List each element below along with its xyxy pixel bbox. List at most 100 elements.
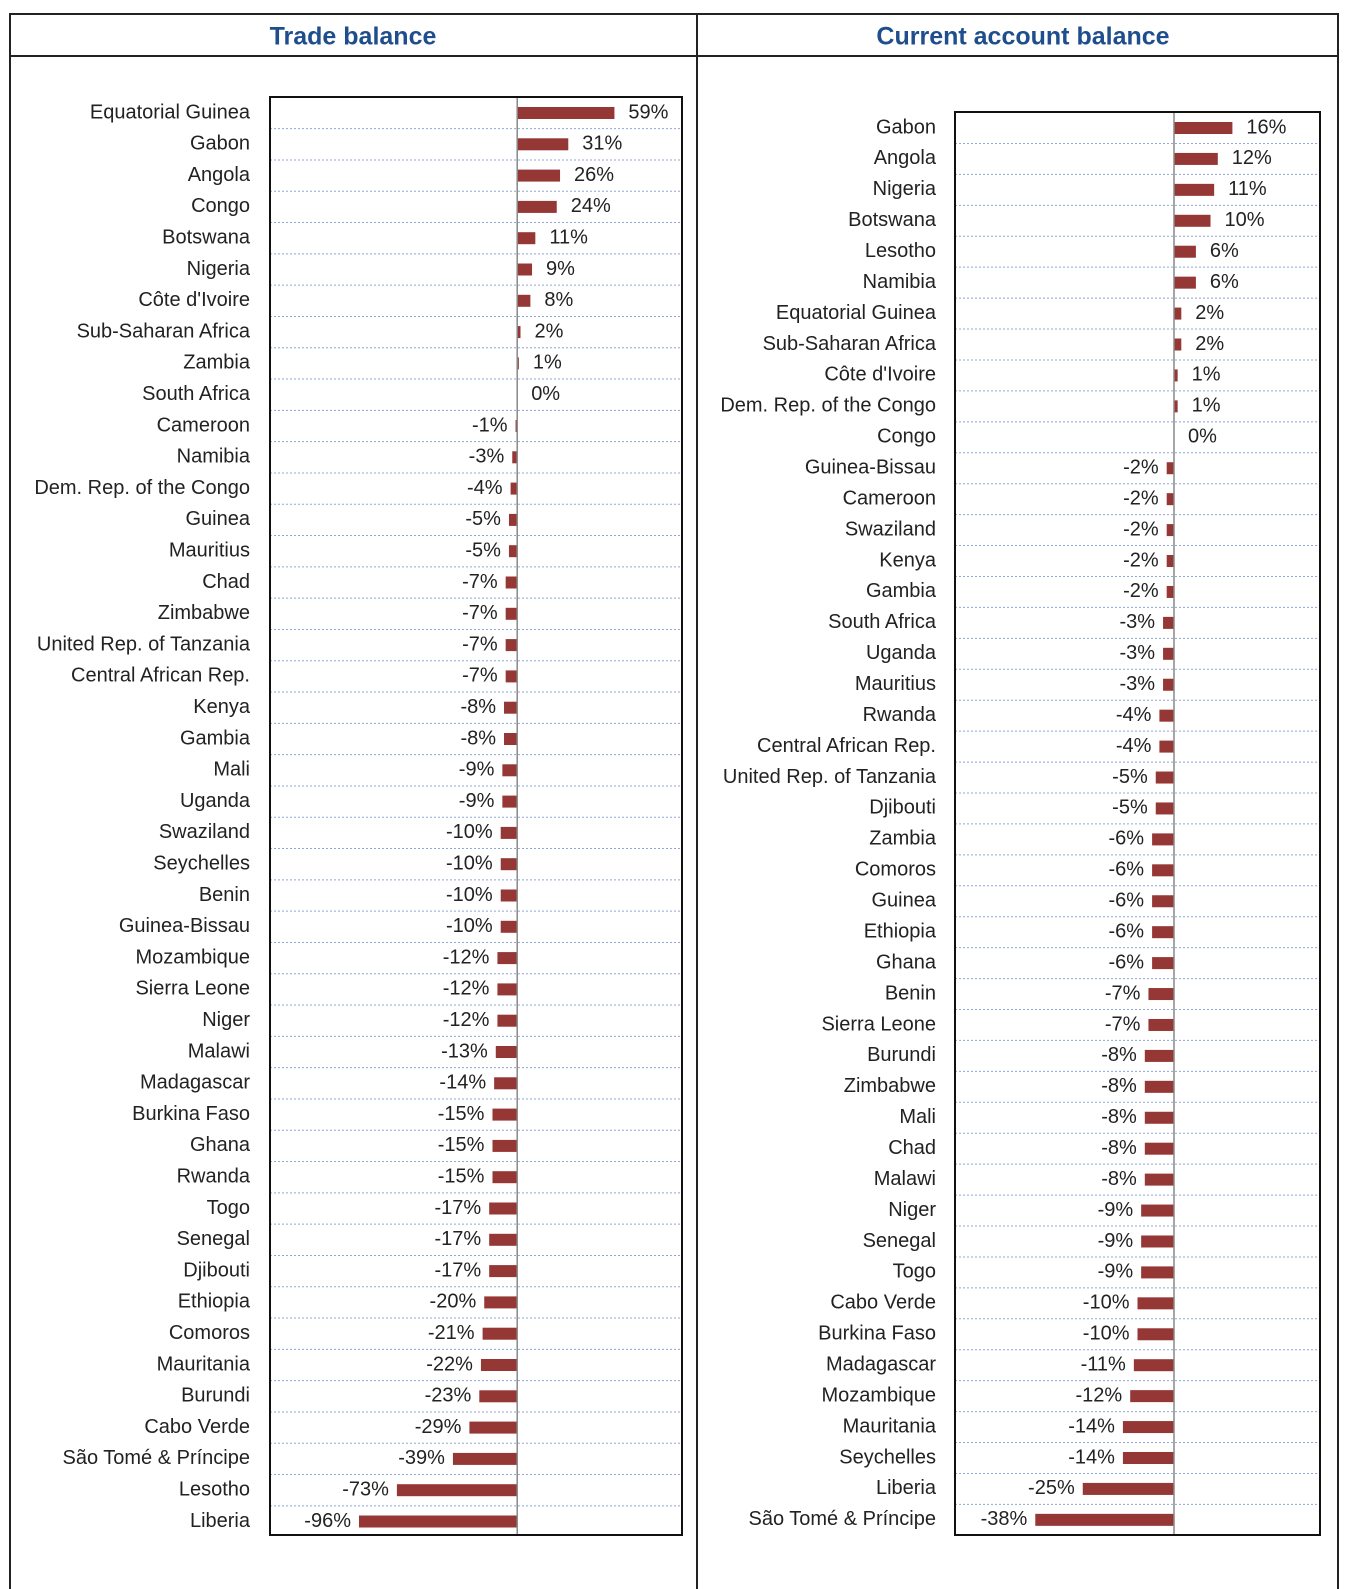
data-label: -25% (1028, 1477, 1075, 1499)
data-label: -2% (1123, 518, 1159, 540)
y-tick-label: Congo (877, 426, 936, 448)
data-label: -8% (1101, 1106, 1137, 1128)
y-tick-label: Lesotho (865, 240, 936, 262)
y-tick-label: United Rep. of Tanzania (37, 633, 251, 655)
bar (1166, 585, 1174, 598)
data-label: -2% (1123, 457, 1159, 479)
y-tick-label: Cabo Verde (830, 1292, 936, 1314)
data-label: -14% (439, 1072, 486, 1094)
data-label: -39% (398, 1447, 445, 1469)
y-tick-label: Madagascar (140, 1072, 250, 1094)
data-label: -10% (446, 821, 493, 843)
bar (1141, 1204, 1174, 1217)
y-tick-label: Comoros (169, 1322, 250, 1344)
data-label: -7% (462, 665, 498, 687)
bar (1148, 988, 1174, 1001)
data-label: -13% (441, 1040, 488, 1062)
y-tick-label: Mauritania (157, 1353, 251, 1375)
y-tick-label: Mozambique (821, 1384, 936, 1406)
y-tick-label: Swaziland (159, 821, 250, 843)
data-label: -14% (1068, 1446, 1115, 1468)
data-label: -17% (434, 1197, 481, 1219)
data-label: 2% (1195, 302, 1224, 324)
data-label: -10% (446, 852, 493, 874)
bar (1082, 1482, 1174, 1495)
y-tick-label: Ghana (876, 951, 937, 973)
data-label: 0% (1188, 426, 1217, 448)
data-label: -6% (1109, 920, 1145, 942)
data-label: -5% (1112, 766, 1148, 788)
data-label: 1% (1192, 395, 1221, 417)
bar (1141, 1235, 1174, 1248)
data-label: 59% (628, 101, 668, 123)
plot-frame (954, 111, 1321, 1536)
data-label: 1% (533, 352, 562, 374)
bar (469, 1421, 518, 1434)
data-label: -7% (462, 633, 498, 655)
y-tick-label: Djibouti (869, 797, 936, 819)
y-tick-label: Zambia (183, 352, 251, 374)
y-tick-label: Zimbabwe (158, 602, 250, 624)
bar (1174, 338, 1182, 351)
y-tick-label: Togo (893, 1261, 936, 1283)
data-label: -4% (1116, 735, 1152, 757)
data-label: 0% (531, 383, 560, 405)
bar (1166, 524, 1174, 537)
bar (517, 294, 531, 307)
y-tick-label: Zimbabwe (844, 1075, 936, 1097)
y-tick-label: Benin (885, 982, 936, 1004)
bar (1144, 1049, 1174, 1062)
bar (517, 263, 533, 276)
y-tick-label: Niger (202, 1009, 250, 1031)
y-tick-label: Burkina Faso (818, 1323, 936, 1345)
bar (517, 138, 569, 151)
data-label: -8% (460, 696, 496, 718)
y-tick-label: Malawi (874, 1168, 936, 1190)
bar (504, 733, 518, 745)
bar (492, 1139, 518, 1152)
y-tick-label: Botswana (848, 209, 937, 231)
y-tick-label: Guinea-Bissau (119, 915, 250, 937)
y-tick-label: Cabo Verde (144, 1416, 250, 1438)
bar (492, 1108, 518, 1121)
y-tick-label: São Tomé & Príncipe (748, 1508, 936, 1530)
y-tick-label: Uganda (180, 790, 251, 812)
y-tick-label: South Africa (828, 611, 937, 633)
bar (480, 1359, 518, 1371)
y-tick-label: Central African Rep. (71, 665, 250, 687)
data-label: 16% (1246, 116, 1286, 138)
bar (505, 576, 518, 589)
data-label: -4% (467, 477, 503, 499)
y-tick-label: United Rep. of Tanzania (723, 766, 937, 788)
y-tick-label: Mozambique (135, 946, 250, 968)
data-label: -17% (434, 1259, 481, 1281)
y-tick-label: Gambia (866, 580, 937, 602)
bar (489, 1265, 518, 1278)
y-tick-label: Comoros (855, 859, 936, 881)
bar (1155, 771, 1174, 784)
data-label: 10% (1225, 209, 1265, 231)
y-tick-label: Burundi (867, 1044, 936, 1066)
data-label: -1% (472, 414, 508, 436)
data-label: -7% (1105, 982, 1141, 1004)
bar (396, 1484, 518, 1497)
data-label: -15% (438, 1134, 485, 1156)
y-tick-label: Zambia (869, 828, 937, 850)
data-label: -10% (1083, 1323, 1130, 1345)
data-label: -9% (1098, 1199, 1134, 1221)
y-tick-label: Guinea (186, 508, 251, 530)
bar (1174, 214, 1211, 227)
bar (1174, 183, 1215, 196)
data-label: -12% (1075, 1384, 1122, 1406)
bar (1159, 709, 1174, 722)
data-label: -2% (1123, 549, 1159, 571)
data-label: 8% (544, 289, 573, 311)
bar (1144, 1142, 1174, 1155)
bar (512, 451, 518, 464)
y-tick-label: Togo (207, 1197, 250, 1219)
data-label: -10% (446, 884, 493, 906)
data-label: -9% (1098, 1230, 1134, 1252)
data-label: -7% (462, 571, 498, 593)
data-label: -11% (1081, 1353, 1126, 1375)
